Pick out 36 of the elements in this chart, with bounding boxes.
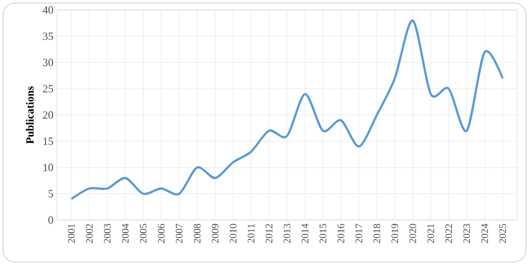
y-tick-label: 35 [43,32,54,40]
x-tick-label: 2003 [104,224,111,244]
y-tick-label: 15 [43,138,54,145]
x-tick-label: 2011 [248,224,254,243]
x-tick-label: 2016 [338,224,344,244]
x-tick-label: 2001 [68,224,75,244]
x-tick-label: 2009 [212,224,218,244]
x-tick-label: 2012 [266,224,272,244]
x-tick-label: 2021 [427,224,434,244]
x-tick-label: 2002 [86,224,93,244]
x-tick-label: 2024 [481,224,488,244]
x-tick-label: 2010 [230,224,236,244]
y-tick-label: 20 [43,111,54,119]
x-tick-label: 2006 [158,224,165,244]
x-tick-label: 2008 [194,224,201,244]
x-tick-label: 2017 [356,224,362,244]
y-tick-label: 0 [48,216,54,224]
y-tick-label: 25 [43,85,54,92]
x-tick-label: 2014 [302,224,308,244]
x-tick-label: 2005 [140,224,147,244]
x-tick-label: 2007 [176,224,183,244]
x-tick-label: 2020 [409,224,416,244]
y-tick-label: 30 [43,58,54,66]
x-tick-label: 2015 [320,224,326,244]
y-axis-title: Publications [26,86,34,144]
x-tick-label: 2023 [463,224,470,244]
x-tick-label: 2022 [445,224,452,244]
x-tick-label: 2018 [373,224,380,244]
x-tick-label: 2025 [499,224,506,244]
y-tick-label: 5 [48,190,54,198]
x-tick-label: 2019 [391,224,398,244]
line-series [70,19,504,200]
x-tick-label: 2004 [122,224,129,244]
y-tick-label: 10 [43,164,54,172]
y-tick-label: 40 [42,6,54,14]
x-tick-label: 2013 [284,224,290,244]
